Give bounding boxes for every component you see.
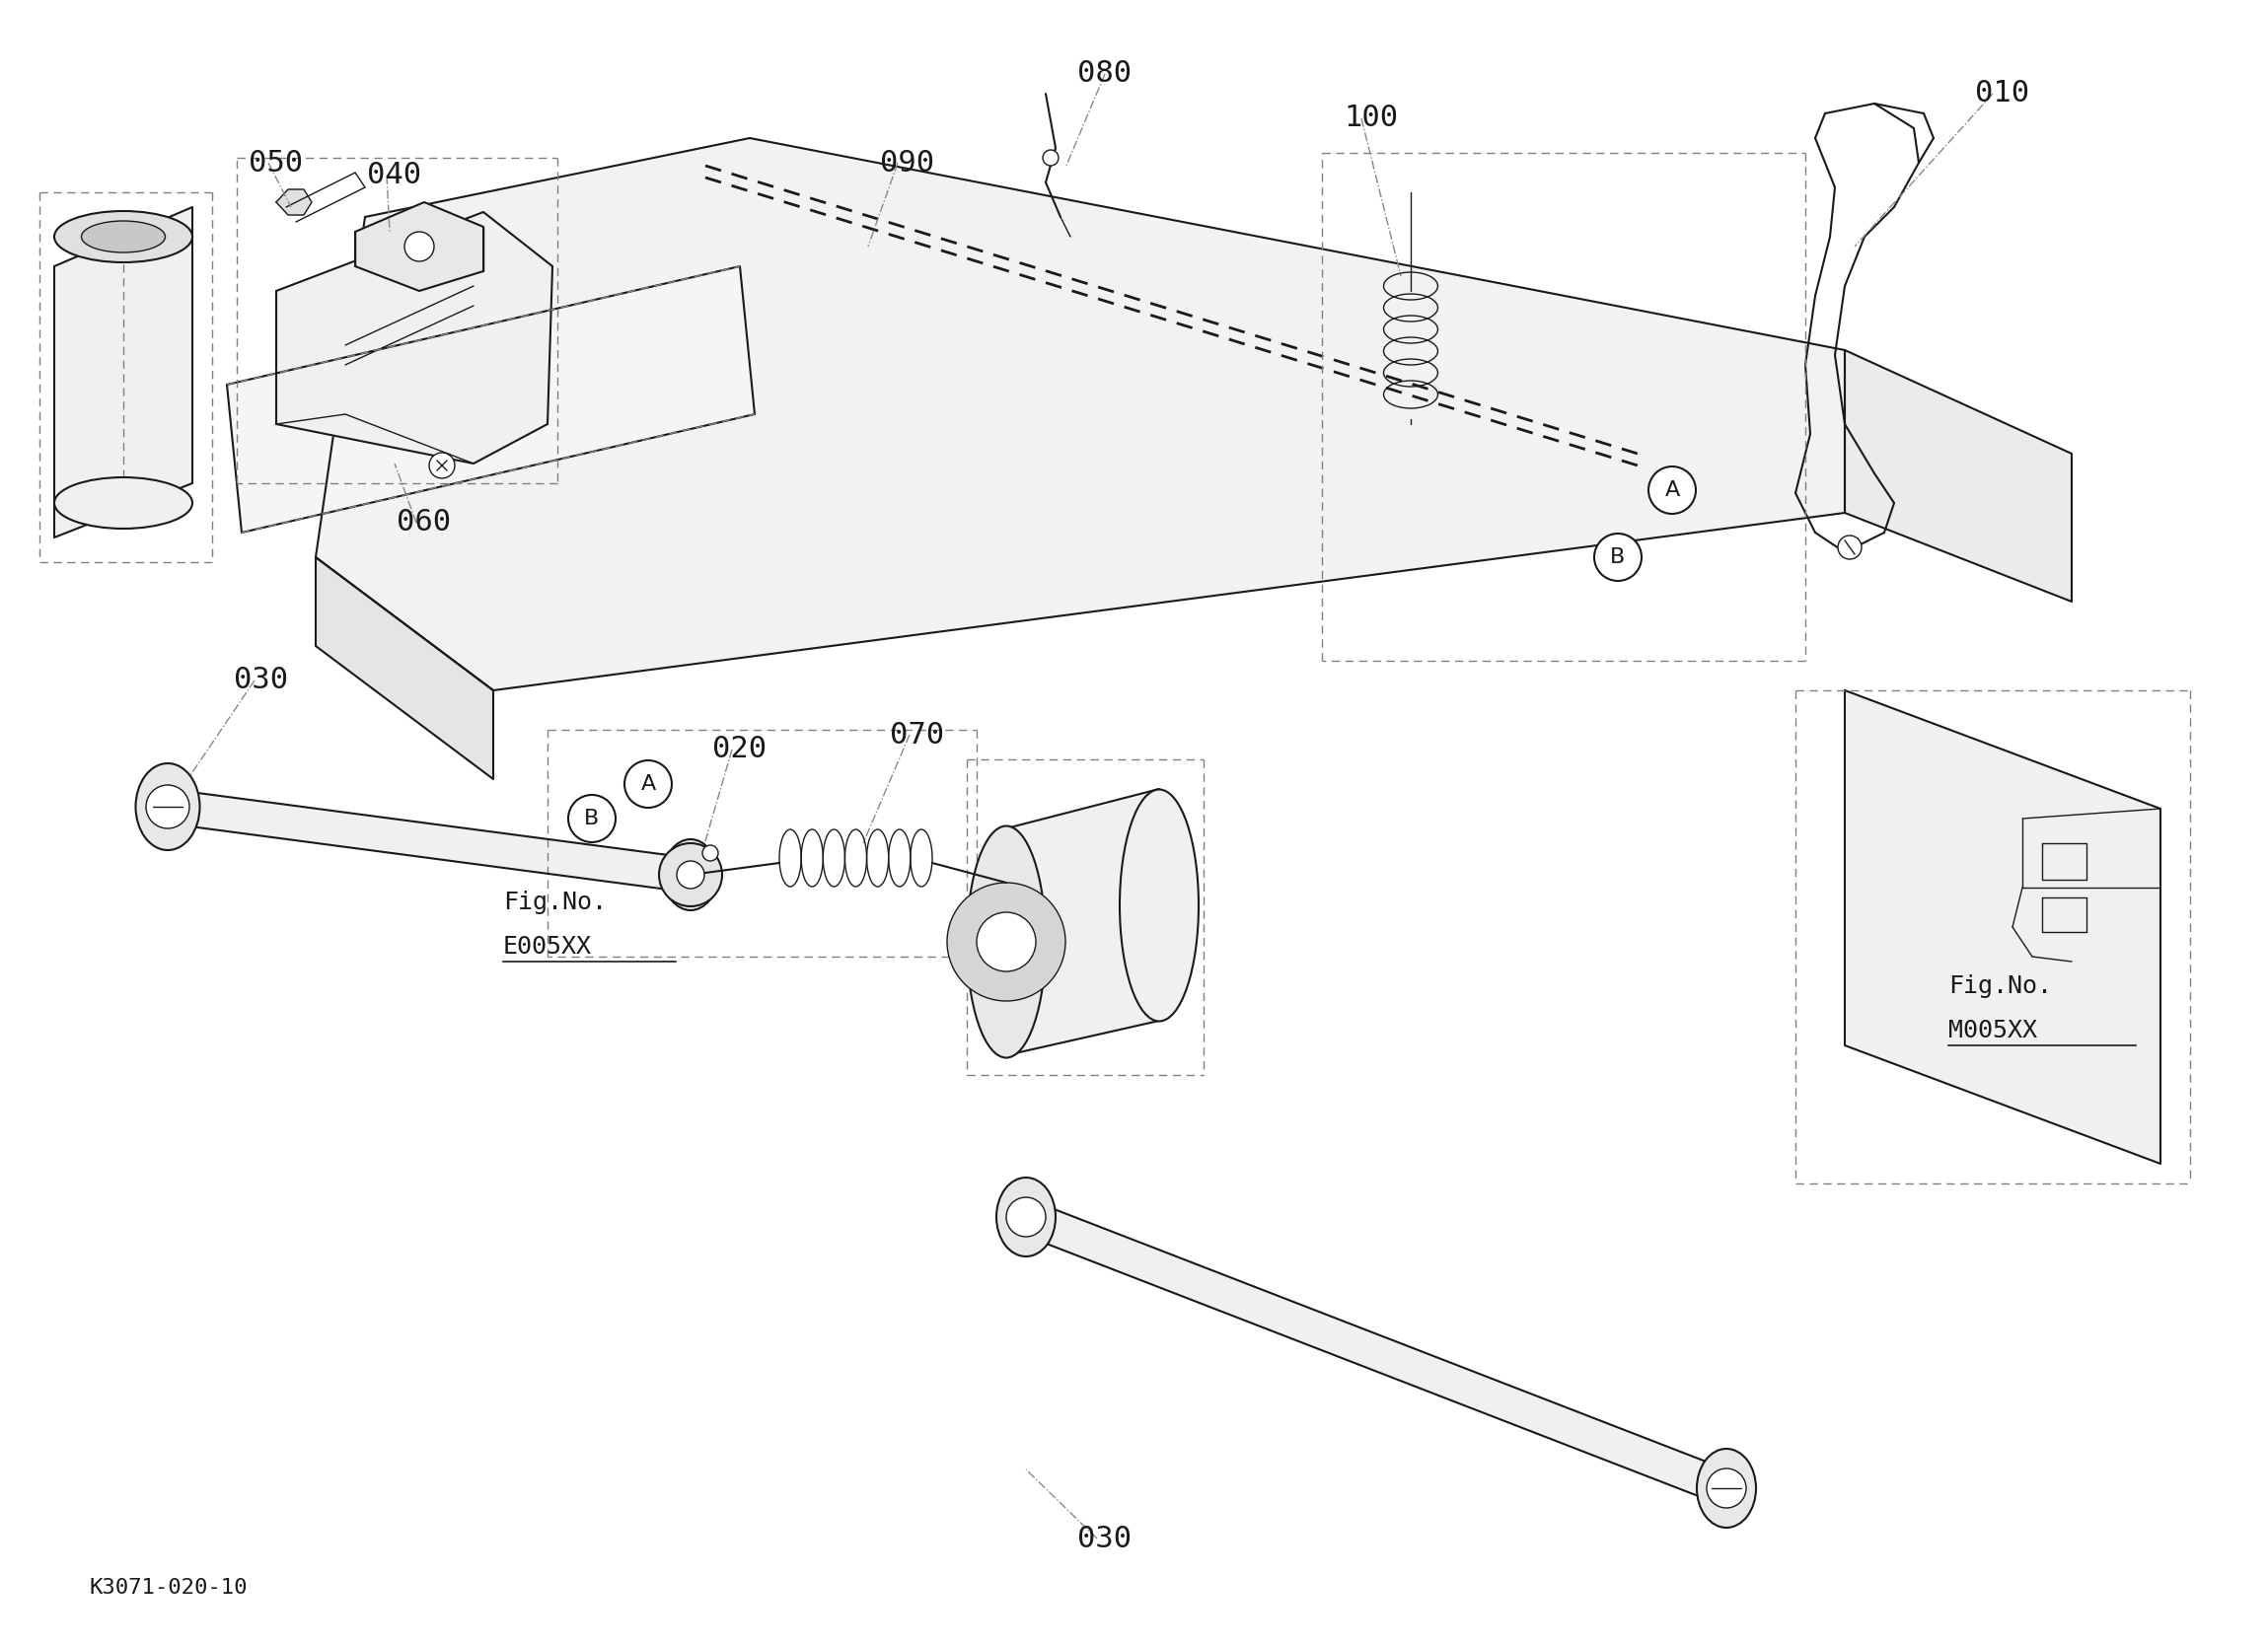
Ellipse shape [1120, 790, 1198, 1021]
Circle shape [978, 912, 1036, 971]
Polygon shape [1007, 788, 1159, 1055]
Polygon shape [356, 202, 483, 291]
Text: 060: 060 [397, 509, 451, 537]
Circle shape [624, 760, 671, 808]
Text: M005XX: M005XX [1948, 1019, 2037, 1042]
Ellipse shape [996, 1177, 1055, 1256]
Text: 010: 010 [1975, 79, 2030, 109]
Circle shape [1837, 535, 1862, 560]
Circle shape [660, 843, 721, 907]
Circle shape [145, 785, 191, 828]
Polygon shape [277, 212, 553, 464]
Text: Fig.No.: Fig.No. [1948, 974, 2053, 997]
Text: B: B [585, 808, 599, 828]
Circle shape [1708, 1468, 1746, 1508]
Text: 030: 030 [1077, 1524, 1132, 1552]
Text: 070: 070 [891, 721, 946, 749]
Text: A: A [1665, 481, 1681, 500]
Polygon shape [1844, 351, 2071, 601]
Circle shape [1043, 150, 1059, 166]
Polygon shape [315, 138, 1844, 690]
Text: 020: 020 [712, 736, 767, 764]
Text: 090: 090 [880, 148, 934, 178]
Ellipse shape [665, 839, 717, 910]
Text: 040: 040 [367, 161, 422, 189]
Text: B: B [1610, 548, 1626, 568]
Text: A: A [640, 774, 655, 793]
Text: 030: 030 [234, 667, 288, 695]
Text: Fig.No.: Fig.No. [503, 890, 608, 914]
Circle shape [703, 844, 719, 861]
Circle shape [948, 882, 1066, 1001]
Circle shape [1594, 533, 1642, 581]
Ellipse shape [1696, 1448, 1755, 1527]
Text: K3071-020-10: K3071-020-10 [88, 1579, 247, 1598]
Ellipse shape [82, 221, 166, 252]
Text: 050: 050 [249, 148, 304, 178]
Circle shape [569, 795, 615, 843]
Ellipse shape [54, 211, 193, 262]
Circle shape [1649, 466, 1696, 514]
Ellipse shape [966, 826, 1046, 1058]
Circle shape [404, 232, 433, 262]
Text: 100: 100 [1345, 104, 1399, 133]
Polygon shape [227, 267, 755, 533]
Polygon shape [168, 788, 689, 892]
Polygon shape [1025, 1198, 1726, 1508]
Polygon shape [54, 207, 193, 538]
Circle shape [429, 453, 456, 479]
Circle shape [1007, 1197, 1046, 1236]
Text: 080: 080 [1077, 59, 1132, 89]
Polygon shape [1844, 690, 2161, 1164]
Ellipse shape [136, 764, 200, 849]
Circle shape [676, 861, 705, 889]
Ellipse shape [54, 477, 193, 528]
Text: E005XX: E005XX [503, 935, 592, 958]
Polygon shape [277, 189, 311, 216]
Circle shape [671, 854, 710, 894]
Polygon shape [315, 558, 492, 779]
